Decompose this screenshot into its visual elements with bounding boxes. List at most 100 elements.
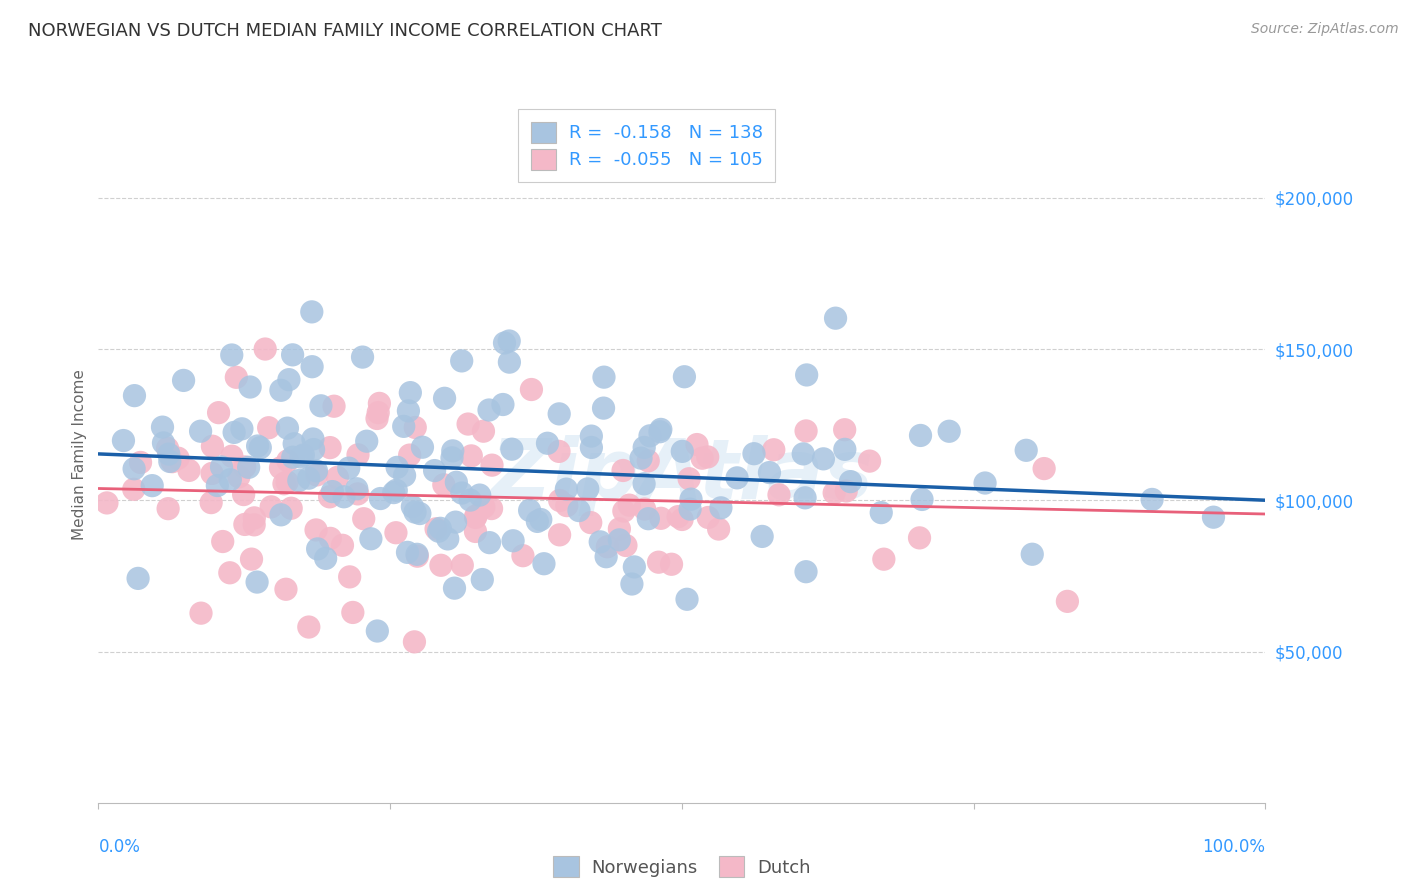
Point [173,373,195,387]
Point [481,458,503,472]
Point [464,508,486,523]
Point [650,511,672,525]
Point [240,552,263,566]
Point [823,486,845,500]
Point [697,510,720,524]
Point [141,478,163,492]
Point [273,476,295,491]
Point [526,515,548,529]
Point [548,528,571,542]
Point [427,524,450,539]
Point [911,492,934,507]
Point [221,449,243,463]
Point [609,533,631,547]
Point [298,471,321,485]
Point [366,411,388,425]
Point [333,490,356,504]
Point [620,577,643,591]
Point [211,534,233,549]
Point [451,486,474,500]
Text: NORWEGIAN VS DUTCH MEDIAN FAMILY INCOME CORRELATION CHART: NORWEGIAN VS DUTCH MEDIAN FAMILY INCOME … [28,22,662,40]
Point [318,490,340,504]
Point [638,429,661,443]
Point [794,491,817,505]
Point [433,477,456,491]
Point [548,444,571,458]
Point [394,468,416,483]
Point [762,442,785,457]
Point [630,451,652,466]
Point [307,541,329,556]
Point [277,373,299,387]
Point [211,460,233,475]
Point [581,441,603,455]
Point [873,552,896,566]
Point [595,549,617,564]
Point [498,355,520,369]
Point [239,380,262,394]
Text: Source: ZipAtlas.com: Source: ZipAtlas.com [1251,22,1399,37]
Point [281,348,304,362]
Point [673,369,696,384]
Point [260,500,283,514]
Point [619,498,641,512]
Point [233,459,256,474]
Point [243,517,266,532]
Point [725,471,748,485]
Point [302,432,325,446]
Point [1015,443,1038,458]
Point [159,454,181,468]
Point [834,442,856,457]
Point [661,558,683,572]
Point [450,354,472,368]
Point [396,404,419,418]
Point [385,525,408,540]
Point [633,476,655,491]
Point [157,447,180,461]
Point [633,441,655,455]
Point [201,467,224,481]
Point [305,464,328,478]
Point [596,540,619,554]
Point [671,512,693,526]
Point [277,454,299,468]
Point [440,450,463,465]
Point [468,488,491,502]
Point [433,392,456,406]
Point [368,396,391,410]
Point [768,488,790,502]
Point [464,524,486,539]
Point [707,522,730,536]
Point [613,504,636,518]
Point [246,439,269,453]
Point [457,417,479,431]
Point [392,419,415,434]
Point [301,359,323,374]
Point [910,428,932,442]
Point [302,442,325,457]
Point [520,383,543,397]
Point [152,420,174,434]
Point [406,549,429,564]
Point [281,450,304,465]
Point [758,466,780,480]
Point [315,551,337,566]
Point [221,348,243,362]
Point [112,434,135,448]
Point [366,624,388,638]
Point [492,397,515,411]
Point [792,447,814,461]
Point [305,523,328,537]
Point [686,437,709,451]
Point [385,483,408,498]
Point [228,469,250,483]
Point [609,522,631,536]
Point [676,592,699,607]
Point [270,508,292,522]
Point [298,620,321,634]
Point [360,532,382,546]
Point [678,472,700,486]
Point [614,539,637,553]
Point [352,350,374,364]
Text: ZipAtlas: ZipAtlas [491,435,873,516]
